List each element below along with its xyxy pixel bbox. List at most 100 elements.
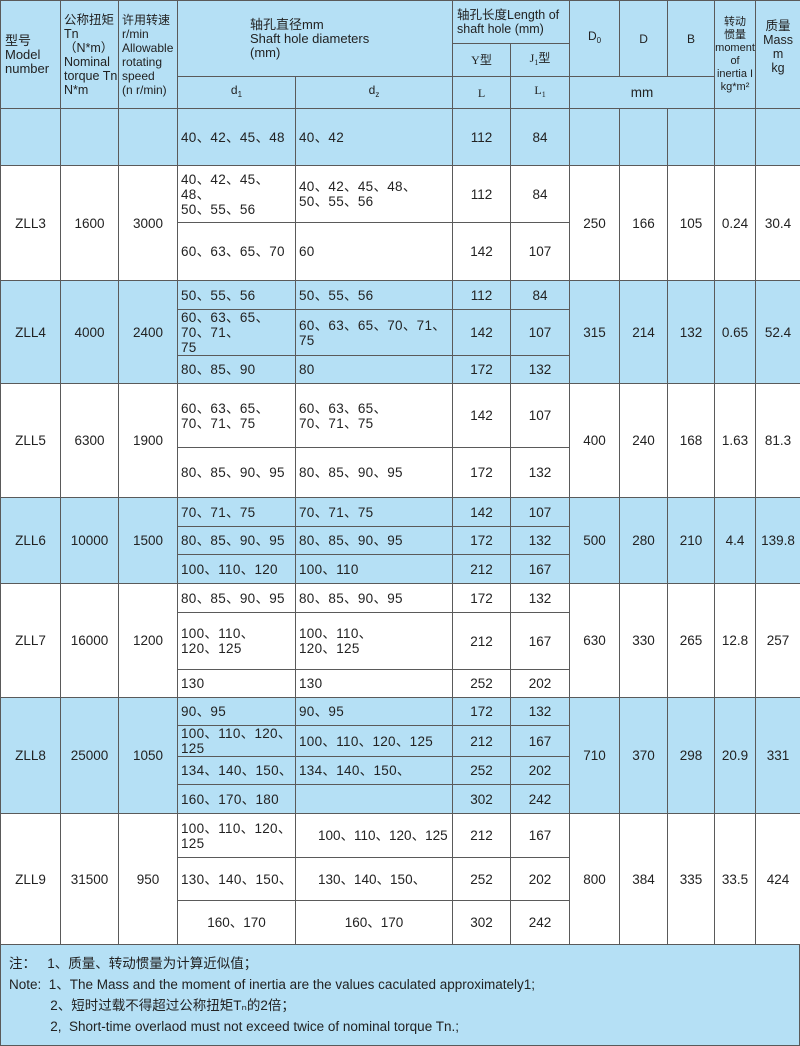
header-b: B [668, 1, 715, 77]
header-j1-type: J1型 [511, 44, 570, 77]
speed-cell [119, 109, 178, 166]
l1-cell: 167 [511, 814, 570, 858]
d1-cell: 60、63、65、70 [178, 223, 296, 281]
model-cell: ZLL9 [1, 814, 61, 945]
b-cell: 335 [668, 814, 715, 945]
header-mass: 质量 Mass m kg [756, 1, 800, 109]
header-d1: d1 [178, 77, 296, 109]
coupling-spec-table: 型号 Model number 公称扭矩 Tn（N*m） Nominal tor… [0, 0, 800, 945]
l1-cell: 84 [511, 281, 570, 310]
mass-cell: 424 [756, 814, 800, 945]
d1-cell: 160、170、180 [178, 785, 296, 814]
l1-cell: 107 [511, 498, 570, 527]
torque-cell: 6300 [61, 384, 119, 498]
inertia-cell: 33.5 [715, 814, 756, 945]
d1-cell: 80、85、90 [178, 356, 296, 384]
model-cell: ZLL4 [1, 281, 61, 384]
header-model: 型号 Model number [1, 1, 61, 109]
d2-cell: 134、140、150、 [296, 757, 453, 785]
torque-cell: 1600 [61, 166, 119, 281]
header-l1: L1 [511, 77, 570, 109]
b-cell [668, 109, 715, 166]
d2-cell: 80、85、90、95 [296, 527, 453, 555]
model-cell: ZLL6 [1, 498, 61, 584]
l1-cell: 202 [511, 670, 570, 698]
d0-cell: 800 [570, 814, 620, 945]
mass-cell [756, 109, 800, 166]
model-cell [1, 109, 61, 166]
d-cell: 370 [620, 698, 668, 814]
l1-cell: 132 [511, 527, 570, 555]
b-cell: 105 [668, 166, 715, 281]
d1-cell: 130 [178, 670, 296, 698]
l1-cell: 107 [511, 310, 570, 356]
l-cell: 252 [453, 670, 511, 698]
l1-cell: 242 [511, 901, 570, 945]
torque-cell: 25000 [61, 698, 119, 814]
inertia-cell: 0.24 [715, 166, 756, 281]
l1-cell: 107 [511, 384, 570, 448]
d1-cell: 100、110、 120、125 [178, 613, 296, 670]
header-y-type: Y型 [453, 44, 511, 77]
d2-cell: 100、110、120、125 [296, 726, 453, 757]
speed-cell: 1050 [119, 698, 178, 814]
d2-cell [296, 785, 453, 814]
d2-cell: 60、63、65、 70、71、75 [296, 384, 453, 448]
model-cell: ZLL8 [1, 698, 61, 814]
d0-cell: 400 [570, 384, 620, 498]
d0-cell [570, 109, 620, 166]
mass-cell: 52.4 [756, 281, 800, 384]
d2-cell: 80、85、90、95 [296, 584, 453, 613]
l-cell: 142 [453, 384, 511, 448]
d2-cell: 90、95 [296, 698, 453, 726]
torque-cell [61, 109, 119, 166]
mass-cell: 30.4 [756, 166, 800, 281]
b-cell: 132 [668, 281, 715, 384]
inertia-cell: 20.9 [715, 698, 756, 814]
d0-cell: 710 [570, 698, 620, 814]
d-cell: 240 [620, 384, 668, 498]
l-cell: 252 [453, 757, 511, 785]
torque-cell: 4000 [61, 281, 119, 384]
header-shaft-length: 轴孔长度Length of shaft hole (mm) [453, 1, 570, 44]
l-cell: 172 [453, 527, 511, 555]
d1-cell: 70、71、75 [178, 498, 296, 527]
d-cell: 166 [620, 166, 668, 281]
model-cell: ZLL5 [1, 384, 61, 498]
d1-cell: 80、85、90、95 [178, 584, 296, 613]
b-cell: 265 [668, 584, 715, 698]
d2-cell: 100、110、120、125 [296, 814, 453, 858]
speed-cell: 1500 [119, 498, 178, 584]
d2-cell: 130 [296, 670, 453, 698]
header-inertia: 转动 惯量 moment of inertia I kg*m² [715, 1, 756, 109]
header-torque: 公称扭矩 Tn（N*m） Nominal torque Tn N*m [61, 1, 119, 109]
d2-cell: 160、170 [296, 901, 453, 945]
d1-cell: 160、170 [178, 901, 296, 945]
speed-cell: 950 [119, 814, 178, 945]
d-cell: 280 [620, 498, 668, 584]
l-cell: 112 [453, 109, 511, 166]
l1-cell: 202 [511, 858, 570, 901]
d0-cell: 250 [570, 166, 620, 281]
header-l: L [453, 77, 511, 109]
note-line: 2、短时过载不得超过公称扭矩Tₙ的2倍； [9, 995, 799, 1016]
d2-cell: 40、42、45、48、 50、55、56 [296, 166, 453, 223]
d1-cell: 90、95 [178, 698, 296, 726]
d1-cell: 130、140、150、 [178, 858, 296, 901]
l1-cell: 167 [511, 726, 570, 757]
inertia-cell: 4.4 [715, 498, 756, 584]
d2-cell: 60 [296, 223, 453, 281]
l1-cell: 132 [511, 356, 570, 384]
d1-cell: 134、140、150、 [178, 757, 296, 785]
l-cell: 212 [453, 613, 511, 670]
inertia-cell: 0.65 [715, 281, 756, 384]
d2-cell: 130、140、150、 [296, 858, 453, 901]
l1-cell: 84 [511, 166, 570, 223]
torque-cell: 10000 [61, 498, 119, 584]
d1-cell: 40、42、45、48、 50、55、56 [178, 166, 296, 223]
note-line: Note: 1、The Mass and the moment of inert… [9, 974, 799, 995]
d0-cell: 315 [570, 281, 620, 384]
l-cell: 172 [453, 356, 511, 384]
mass-cell: 81.3 [756, 384, 800, 498]
